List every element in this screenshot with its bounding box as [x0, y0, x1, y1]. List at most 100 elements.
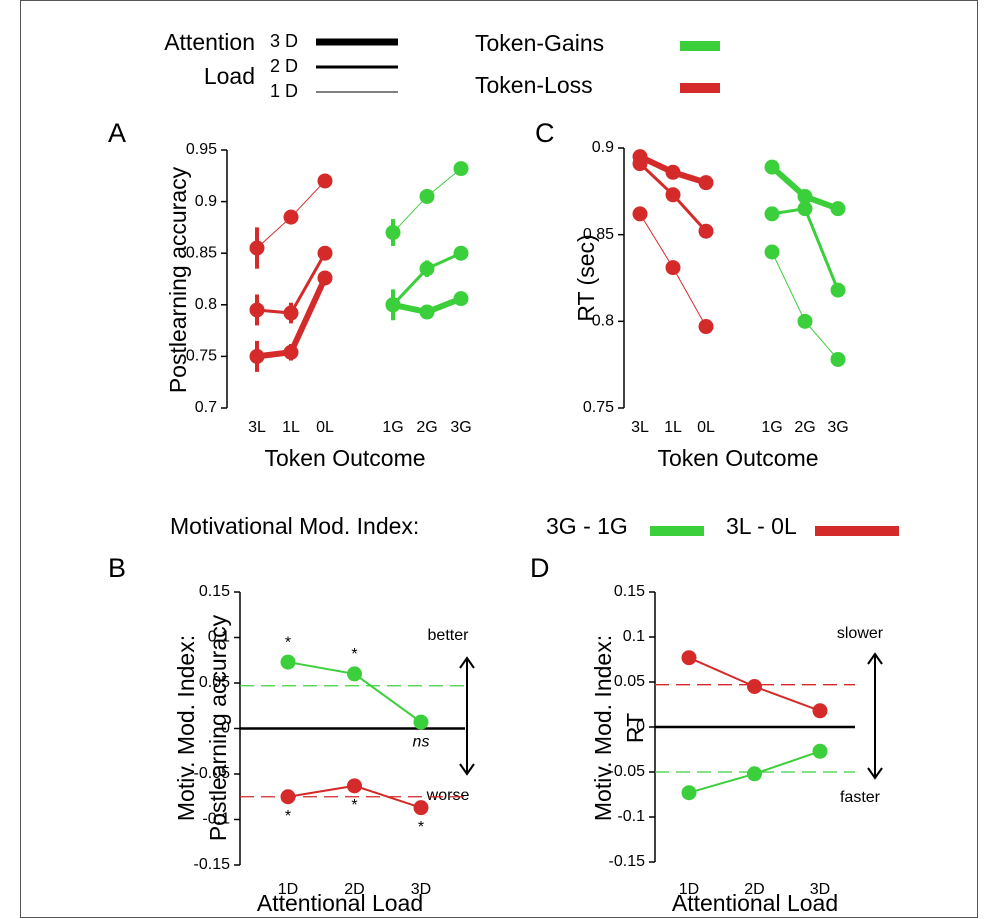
data-point [419, 304, 435, 320]
series-line [771, 206, 840, 291]
y-tick-label: -0.15 [194, 856, 231, 873]
data-point [764, 244, 780, 260]
y-tick-label: 0.05 [199, 674, 230, 691]
x-axis-label: Attentional Load [257, 890, 423, 916]
outcome-legend-label: Token-Loss [475, 72, 593, 98]
data-point [413, 714, 429, 730]
data-point [830, 201, 846, 217]
data-point [665, 187, 681, 203]
x-tick-label: 2G [794, 419, 815, 436]
panel-label: D [530, 553, 550, 583]
y-tick-label: 0.15 [199, 583, 230, 600]
y-tick-label: -0.1 [617, 808, 645, 825]
data-point [812, 703, 828, 719]
data-point [797, 189, 813, 205]
data-point [812, 743, 828, 759]
y-tick-label: 0.8 [195, 296, 217, 313]
data-point [317, 270, 333, 286]
data-point [280, 654, 296, 670]
data-point [830, 282, 846, 298]
data-point [698, 223, 714, 239]
x-tick-label: 3G [827, 419, 848, 436]
load-legend-title: Attention [164, 29, 255, 55]
data-point [681, 650, 697, 666]
x-tick-label: 3L [248, 419, 266, 436]
index-legend-label: 3L - 0L [726, 513, 797, 539]
data-point [419, 188, 435, 204]
y-tick-label: -0.05 [194, 765, 231, 782]
data-point [681, 785, 697, 801]
data-point [347, 778, 362, 794]
load-legend-title: Load [204, 63, 255, 89]
side-label: faster [840, 789, 881, 806]
data-point [632, 206, 648, 222]
y-tick-label: 0.9 [195, 193, 217, 210]
x-tick-label: 1D [679, 881, 699, 898]
panel-label: B [108, 553, 126, 583]
load-legend-label: 2 D [270, 56, 298, 76]
data-point [747, 766, 762, 782]
significance-label: * [351, 646, 357, 663]
y-tick-label: 0.15 [614, 583, 645, 600]
data-point [632, 149, 648, 165]
x-tick-label: 3D [810, 881, 830, 898]
x-tick-label: 0L [697, 419, 715, 436]
y-axis-label: Postlearning accuracy [205, 614, 231, 841]
y-axis-label: Motiv. Mod. Index: [590, 635, 616, 821]
frame [20, 0, 978, 918]
data-point [698, 175, 714, 191]
y-tick-label: 0.9 [592, 139, 614, 156]
significance-label: * [285, 634, 291, 651]
y-tick-label: 0.85 [583, 226, 614, 243]
x-axis-label: Token Outcome [264, 445, 425, 471]
data-point [698, 319, 714, 335]
y-tick-label: 0.75 [583, 399, 614, 416]
data-point [747, 679, 762, 694]
x-tick-label: 2D [744, 881, 764, 898]
data-point [249, 240, 265, 256]
direction-arrow [459, 656, 475, 776]
y-tick-label: -0.05 [609, 763, 646, 780]
x-tick-label: 2D [344, 881, 364, 898]
panel-label: A [108, 118, 126, 148]
index-legend-title: Motivational Mod. Index: [170, 513, 419, 539]
y-axis-label: Motiv. Mod. Index: [173, 635, 199, 821]
y-tick-label: 0.95 [186, 141, 217, 158]
index-legend-label: 3G - 1G [546, 513, 628, 539]
significance-label: * [351, 797, 357, 814]
data-point [385, 225, 401, 241]
significance-label: ns [413, 733, 430, 750]
data-point [453, 245, 469, 261]
y-axis-label: RT (sec) [573, 234, 599, 321]
x-tick-label: 3G [450, 419, 471, 436]
y-tick-label: 0.75 [186, 348, 217, 365]
data-point [385, 297, 401, 313]
x-tick-label: 1G [382, 419, 403, 436]
x-tick-label: 3L [631, 419, 649, 436]
y-tick-label: -0.1 [202, 811, 230, 828]
data-point [249, 302, 265, 318]
data-point [347, 666, 362, 682]
x-tick-label: 1L [282, 419, 300, 436]
data-point [283, 209, 299, 225]
y-tick-label: 0.1 [208, 629, 230, 646]
x-tick-label: 0L [316, 419, 334, 436]
y-tick-label: 0 [221, 720, 230, 737]
data-point [665, 260, 681, 276]
y-tick-label: 0 [636, 718, 645, 735]
y-tick-label: -0.15 [609, 853, 646, 870]
data-point [797, 201, 813, 217]
load-legend-label: 1 D [270, 81, 298, 101]
data-point [453, 161, 469, 177]
direction-arrow [867, 652, 883, 780]
load-legend-label: 3 D [270, 31, 298, 51]
data-point [453, 291, 469, 307]
data-point [665, 164, 681, 180]
data-point [413, 800, 429, 816]
x-axis-label: Token Outcome [657, 445, 818, 471]
x-tick-label: 1L [664, 419, 682, 436]
data-point [830, 351, 846, 367]
data-point [797, 313, 813, 329]
